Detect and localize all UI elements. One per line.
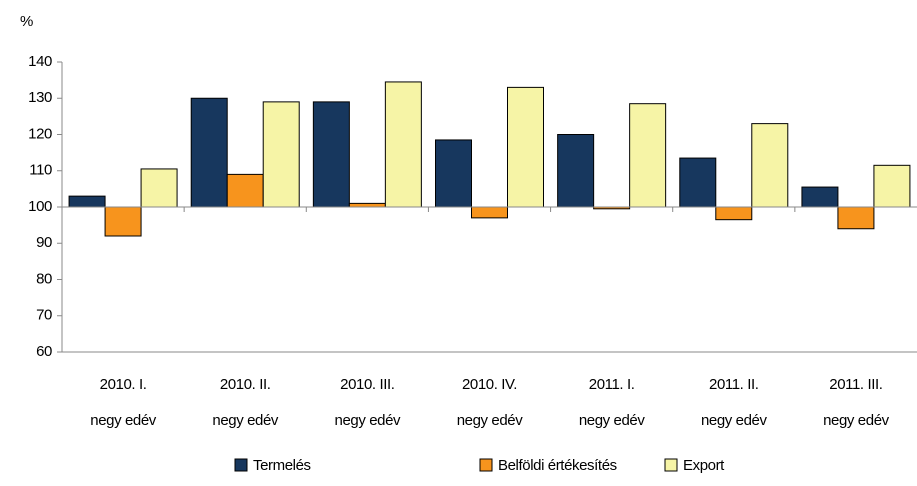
x-tick-label: 2011. III. bbox=[829, 376, 882, 393]
legend-label: Belföldi értékesítés bbox=[498, 457, 617, 474]
y-tick-label: 100 bbox=[28, 198, 52, 215]
x-tick-label: negy edév bbox=[701, 412, 768, 429]
bar bbox=[140, 168, 178, 208]
bar bbox=[435, 139, 472, 208]
bar bbox=[384, 81, 422, 208]
bar bbox=[801, 186, 839, 208]
x-tick-label: negy edév bbox=[335, 412, 402, 429]
legend-swatch bbox=[664, 458, 678, 472]
x-tick-label: negy edév bbox=[823, 412, 890, 429]
x-tick-label: negy edév bbox=[212, 412, 279, 429]
x-tick-label: negy edév bbox=[579, 412, 646, 429]
y-tick-label: 110 bbox=[29, 162, 52, 179]
bar bbox=[348, 202, 386, 208]
bar bbox=[190, 97, 228, 208]
legend-swatch bbox=[234, 458, 248, 472]
y-tick-label: 120 bbox=[28, 125, 52, 142]
y-tick-label: 90 bbox=[36, 234, 52, 251]
y-tick-label: 140 bbox=[28, 53, 52, 70]
bar bbox=[471, 206, 508, 219]
y-axis-label: % bbox=[20, 13, 33, 30]
x-tick-label: 2011. II. bbox=[709, 376, 759, 393]
legend-swatch bbox=[479, 458, 493, 472]
y-tick-label: 80 bbox=[36, 270, 52, 287]
y-tick-label: 70 bbox=[36, 307, 52, 324]
bar bbox=[629, 103, 667, 208]
y-tick-label: 60 bbox=[36, 343, 52, 360]
y-tick-label: 130 bbox=[28, 89, 52, 106]
bar bbox=[837, 206, 875, 230]
bar bbox=[751, 123, 789, 208]
x-tick-label: 2010. I. bbox=[100, 376, 147, 393]
bar bbox=[715, 206, 753, 221]
bar bbox=[312, 101, 350, 208]
bar bbox=[873, 164, 911, 208]
bar bbox=[557, 134, 595, 208]
bar bbox=[262, 101, 300, 208]
bar bbox=[226, 173, 264, 208]
legend-label: Termelés bbox=[253, 457, 311, 474]
x-tick-label: 2010. II. bbox=[220, 376, 271, 393]
x-tick-label: 2010. IV. bbox=[462, 376, 517, 393]
bar bbox=[68, 195, 106, 208]
x-tick-label: negy edév bbox=[457, 412, 524, 429]
bar bbox=[104, 206, 142, 237]
x-tick-label: 2010. III. bbox=[340, 376, 394, 393]
x-tick-label: 2011. I. bbox=[589, 376, 635, 393]
legend-label: Export bbox=[683, 457, 725, 474]
bar bbox=[507, 86, 544, 208]
x-tick-label: negy edév bbox=[90, 412, 157, 429]
bar bbox=[679, 157, 717, 208]
